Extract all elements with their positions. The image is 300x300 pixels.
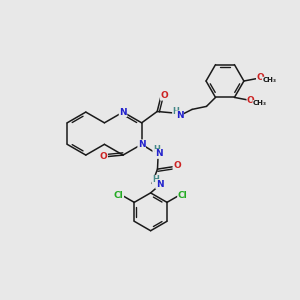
Text: O: O — [100, 152, 107, 161]
Text: H: H — [152, 176, 159, 184]
Text: N: N — [119, 108, 127, 117]
Text: O: O — [256, 73, 264, 82]
Text: H: H — [153, 145, 160, 154]
Text: N: N — [155, 149, 163, 158]
Text: N: N — [176, 111, 183, 120]
Text: O: O — [173, 161, 181, 170]
Text: O: O — [247, 96, 255, 105]
Text: Cl: Cl — [178, 191, 188, 200]
Text: O: O — [160, 91, 168, 100]
Text: N: N — [156, 179, 164, 188]
Text: H: H — [172, 107, 179, 116]
Text: CH₃: CH₃ — [253, 100, 267, 106]
Text: Cl: Cl — [114, 191, 124, 200]
Text: N: N — [138, 140, 146, 149]
Text: CH₃: CH₃ — [262, 77, 276, 83]
